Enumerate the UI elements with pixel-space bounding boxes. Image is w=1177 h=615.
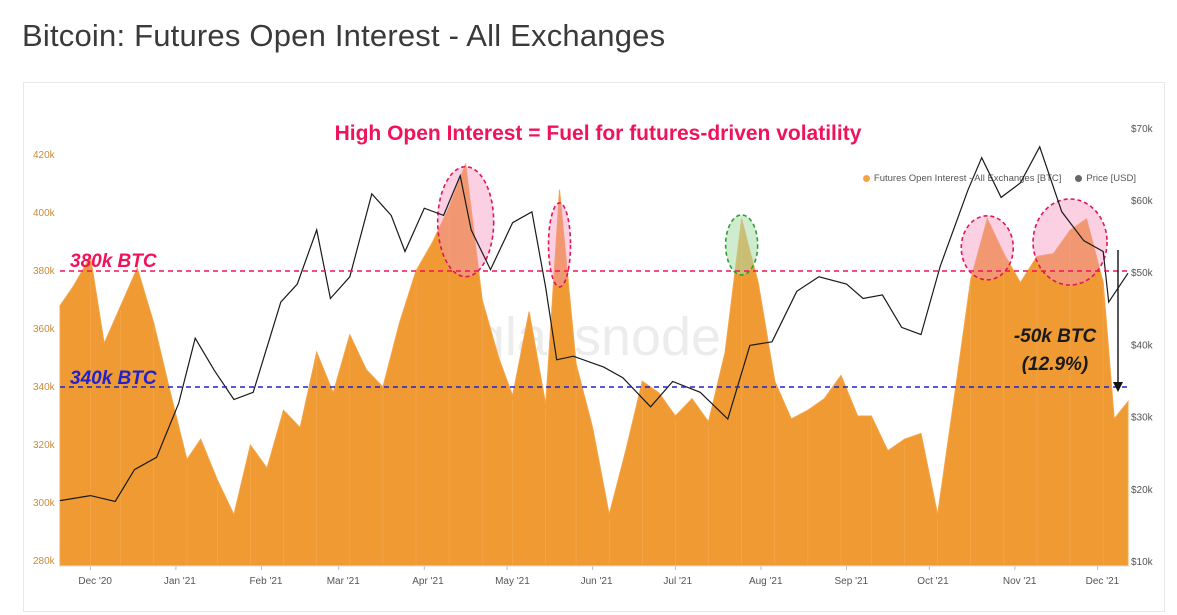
legend-oi-label: Futures Open Interest - All Exchanges [B…	[873, 173, 1062, 184]
headline-annotation: High Open Interest = Fuel for futures-dr…	[335, 122, 862, 145]
y-right-tick-label: $30k	[1131, 413, 1154, 424]
drop-label-1: -50k BTC	[1014, 326, 1097, 347]
highlight-circle	[547, 202, 572, 288]
y-left-tick-label: 340k	[33, 382, 56, 393]
price-line-group	[59, 145, 1129, 503]
oi-area-group	[59, 163, 1129, 567]
x-tick-label: Oct '21	[917, 576, 949, 587]
x-tick-label: Apr '21	[412, 576, 444, 587]
x-tick-label: Nov '21	[1003, 576, 1037, 587]
x-tick-label: Jul '21	[663, 576, 692, 587]
highlight-circle	[1032, 198, 1108, 286]
drop-arrow-head-icon	[1113, 382, 1123, 392]
page-title: Bitcoin: Futures Open Interest - All Exc…	[22, 18, 666, 53]
x-tick-label: Sep '21	[835, 576, 869, 587]
y-left-tick-label: 420k	[33, 150, 56, 161]
oi-area	[59, 163, 1129, 567]
y-left-tick-label: 300k	[33, 498, 56, 509]
legend-item-oi[interactable]: Futures Open Interest - All Exchanges [B…	[862, 173, 1062, 184]
x-tick-label: May '21	[495, 576, 530, 587]
y-right-tick-label: $10k	[1131, 557, 1154, 568]
x-tick-label: Jan '21	[164, 576, 196, 587]
y-left-tick-label: 360k	[33, 324, 56, 335]
watermark: glassnode	[475, 307, 721, 367]
y-left-tick-label: 320k	[33, 440, 56, 451]
y-right-tick-label: $20k	[1131, 485, 1154, 496]
y-left-tick-label: 280k	[33, 556, 56, 567]
annotations: High Open Interest = Fuel for futures-dr…	[70, 122, 1096, 389]
price-legend-dot-icon	[1075, 175, 1083, 182]
price-line	[59, 145, 1129, 503]
reference-lines	[60, 250, 1128, 392]
x-tick-label: Feb '21	[249, 576, 282, 587]
label-340k: 340k BTC	[70, 368, 157, 389]
y-right-tick-label: $60k	[1131, 196, 1154, 207]
y-left-tick-label: 380k	[33, 266, 56, 277]
y-left-tick-label: 400k	[33, 208, 56, 219]
watermark-group: glassnode	[475, 307, 721, 367]
label-380k: 380k BTC	[70, 251, 157, 272]
x-tick-label: Aug '21	[749, 576, 783, 587]
oi-legend-dot-icon	[862, 175, 870, 182]
x-tick-label: Jun '21	[581, 576, 613, 587]
drop-label-2: (12.9%)	[1022, 354, 1089, 375]
highlight-circle	[724, 214, 759, 276]
highlight-circle	[960, 215, 1015, 281]
highlight-circle	[436, 165, 495, 278]
legend-price-label: Price [USD]	[1086, 173, 1136, 184]
x-tick-label: Mar '21	[327, 576, 360, 587]
y-right-tick-label: $40k	[1131, 340, 1154, 351]
axes: 280k 300k 320k 340k 360k 380k 400k 420k $10k $20k…	[33, 124, 1154, 587]
y-right-tick-label: $50k	[1131, 268, 1154, 279]
highlight-circles	[436, 165, 1108, 288]
y-right-tick-label: $70k	[1131, 124, 1154, 135]
x-tick-label: Dec '21	[1086, 576, 1120, 587]
legend-item-price[interactable]: Price [USD]	[1075, 173, 1136, 184]
chart-legend: Futures Open Interest - All Exchanges [B…	[862, 173, 1136, 184]
x-tick-label: Dec '20	[78, 576, 112, 587]
